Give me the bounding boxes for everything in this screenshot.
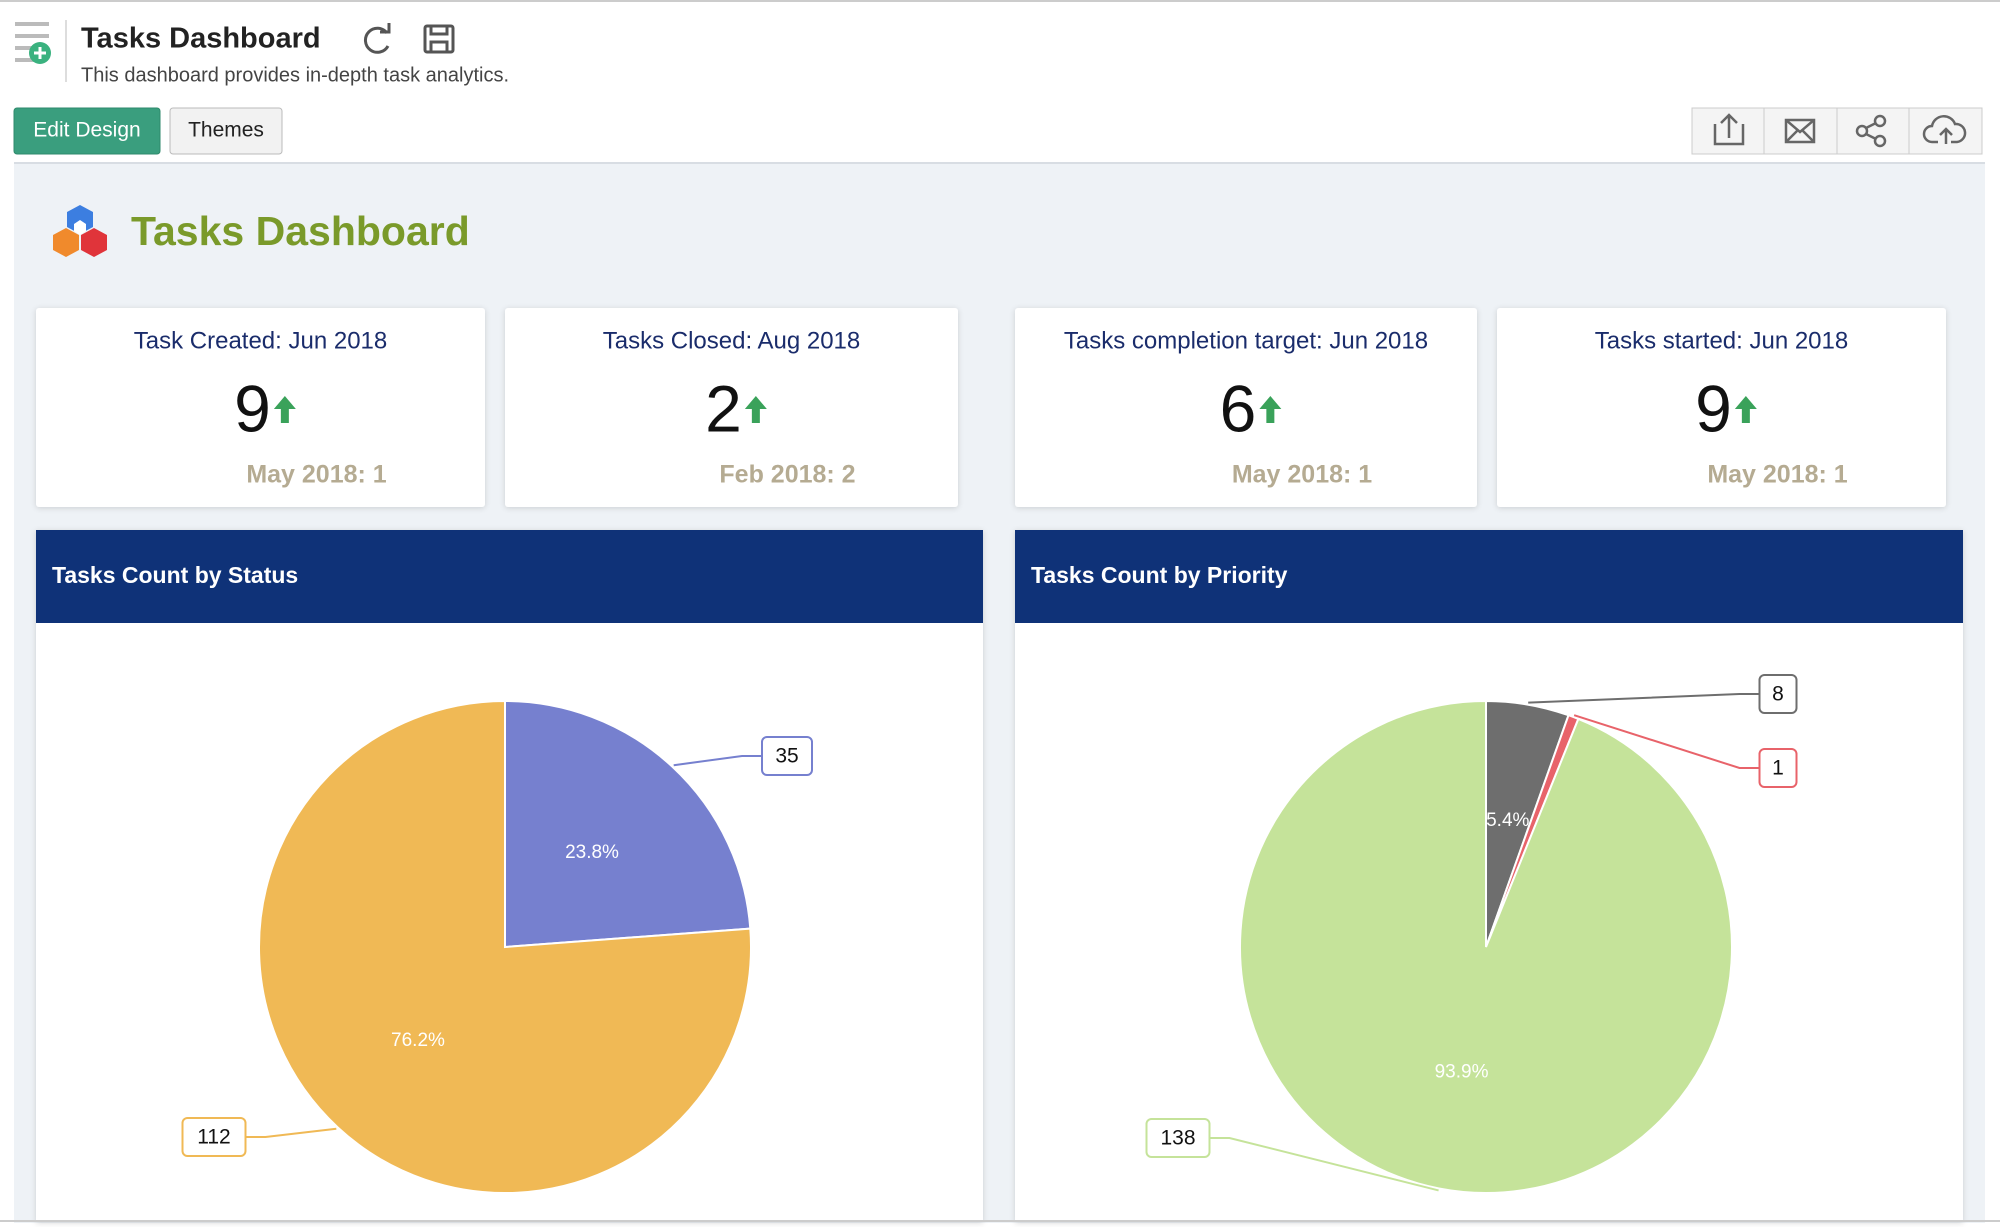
edit-design-label[interactable]: Edit Design xyxy=(33,119,140,142)
kpi-comparison: May 2018: 1 xyxy=(1232,461,1372,489)
action-buttons xyxy=(1691,107,1983,155)
callout-leader xyxy=(673,755,762,767)
callout-value: 112 xyxy=(197,1126,230,1149)
header-title: Tasks Dashboard xyxy=(81,23,321,55)
kpi-title: Tasks started: Jun 2018 xyxy=(1595,327,1848,354)
themes-label[interactable]: Themes xyxy=(188,119,264,142)
trend-up-arrow xyxy=(1734,396,1757,423)
kpi-value: 2 xyxy=(705,371,742,445)
callout-box xyxy=(1145,1118,1211,1158)
slice-percent-label: 5.4% xyxy=(1486,810,1529,831)
kpi-value: 9 xyxy=(234,371,271,445)
menu-icon[interactable] xyxy=(15,22,51,64)
kpi-card: Task Created: Jun 2018 9 May 2018: 1 xyxy=(36,308,485,507)
chart-panel-header xyxy=(1015,530,1963,623)
email-icon[interactable] xyxy=(1784,118,1816,144)
kpi-comparison: May 2018: 1 xyxy=(1707,461,1847,489)
callout-leader xyxy=(245,1127,337,1138)
slice-percent-label: 23.8% xyxy=(565,842,619,863)
export-icon[interactable] xyxy=(1713,113,1745,146)
callout-box xyxy=(1758,748,1798,788)
kpi-title: Tasks Closed: Aug 2018 xyxy=(603,327,861,354)
chart-panel: Tasks Count by Status 23.8% 35 76.2% 112 xyxy=(36,530,983,1222)
callout-value: 35 xyxy=(775,745,798,768)
callout-value: 8 xyxy=(1772,683,1784,706)
callout-leader xyxy=(1528,693,1760,704)
callout-value: 138 xyxy=(1160,1127,1195,1150)
pie-slice xyxy=(258,699,752,1194)
share-icon[interactable] xyxy=(1855,114,1887,148)
dashboard-title: Tasks Dashboard xyxy=(131,208,470,254)
callout-value: 1 xyxy=(1772,757,1784,780)
kpi-title: Task Created: Jun 2018 xyxy=(134,327,388,354)
slice-percent-label: 76.2% xyxy=(391,1030,445,1051)
kpi-card: Tasks completion target: Jun 2018 6 May 20… xyxy=(1015,308,1477,507)
callout-leader xyxy=(1209,1137,1439,1192)
trend-up-arrow xyxy=(744,396,767,423)
cloud-upload-icon[interactable] xyxy=(1922,115,1967,144)
pie-slice xyxy=(1239,699,1733,1194)
kpi-card-bg xyxy=(1497,308,1946,507)
kpi-card: Tasks started: Jun 2018 9 May 2018: 1 xyxy=(1497,308,1946,507)
pie-slice xyxy=(504,699,752,949)
chart-panel: Tasks Count by Priority 5.4% 8 1 93.9% 138 xyxy=(1015,530,1963,1222)
callout-box xyxy=(761,736,813,776)
trend-up-arrow xyxy=(1259,396,1282,423)
dashboard-logo xyxy=(53,205,107,257)
header-subtitle: This dashboard provides in-depth task an… xyxy=(81,64,509,86)
callout-leader xyxy=(1573,714,1760,769)
edit-design-button[interactable] xyxy=(13,107,161,155)
kpi-value: 6 xyxy=(1220,371,1257,445)
callout-box xyxy=(181,1117,247,1157)
kpi-card-bg xyxy=(1015,308,1477,507)
slice-percent-label: 93.9% xyxy=(1435,1062,1489,1083)
themes-button[interactable] xyxy=(169,107,283,155)
kpi-comparison: Feb 2018: 2 xyxy=(719,461,855,489)
kpi-value: 9 xyxy=(1695,371,1732,445)
kpi-title: Tasks completion target: Jun 2018 xyxy=(1064,327,1428,354)
kpi-card: Tasks Closed: Aug 2018 2 Feb 2018: 2 xyxy=(505,308,958,507)
kpi-card-bg xyxy=(36,308,485,507)
chart-panel-header xyxy=(36,530,983,623)
kpi-card-bg xyxy=(505,308,958,507)
callout-box xyxy=(1758,674,1798,714)
trend-up-arrow xyxy=(273,396,296,423)
refresh-icon[interactable] xyxy=(363,23,391,54)
kpi-comparison: May 2018: 1 xyxy=(246,461,386,489)
save-icon[interactable] xyxy=(423,24,455,54)
chart-title: Tasks Count by Status xyxy=(52,562,298,588)
chart-row: Tasks Count by Status23.8%3576.2%112Task… xyxy=(36,530,1963,1222)
chart-title: Tasks Count by Priority xyxy=(1031,562,1288,588)
